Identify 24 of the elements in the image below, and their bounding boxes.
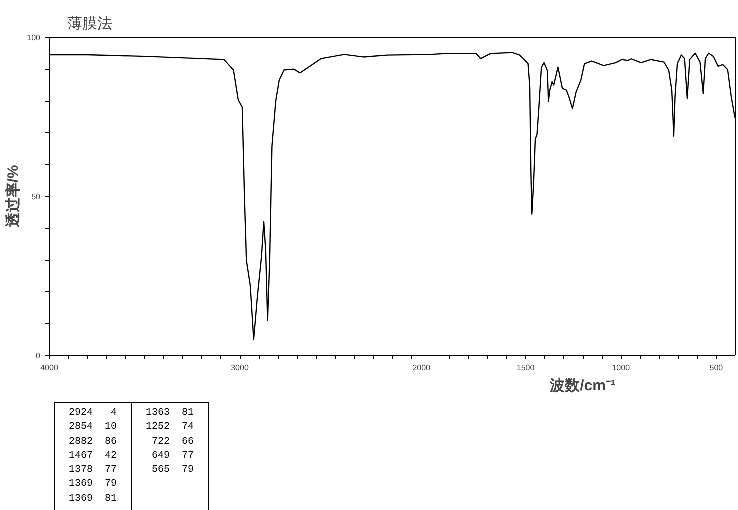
- text: 1363 81: [146, 408, 194, 419]
- x-tick-label: 1500: [516, 364, 536, 372]
- x-axis-title: 波数/cm⁻¹: [549, 378, 616, 394]
- text: 565 79: [152, 465, 194, 476]
- text: 649 77: [152, 450, 194, 462]
- text: 1252 74: [146, 422, 194, 434]
- text: 2924 4: [69, 408, 118, 419]
- x-tick-label: 1000: [612, 364, 631, 372]
- text: 1369 81: [69, 494, 118, 505]
- y-axis-title: 透过率/%: [4, 165, 22, 229]
- chart-title: 薄膜法: [68, 16, 112, 32]
- text: 722 66: [152, 436, 194, 448]
- x-tick-label: 3000: [231, 364, 250, 372]
- x-tick-label: 500: [710, 364, 724, 372]
- text: 2882 86: [69, 436, 118, 448]
- text: 1467 42: [69, 450, 118, 462]
- y-tick-label: 0: [36, 352, 42, 360]
- x-tick-label: 2000: [412, 364, 432, 372]
- x-tick-label: 4000: [40, 364, 59, 372]
- y-tick-label: 100: [27, 34, 42, 42]
- y-tick-label: 50: [32, 192, 42, 202]
- text: 2854 10: [69, 422, 118, 434]
- text: 1369 79: [69, 479, 118, 490]
- text: 1378 77: [69, 465, 118, 476]
